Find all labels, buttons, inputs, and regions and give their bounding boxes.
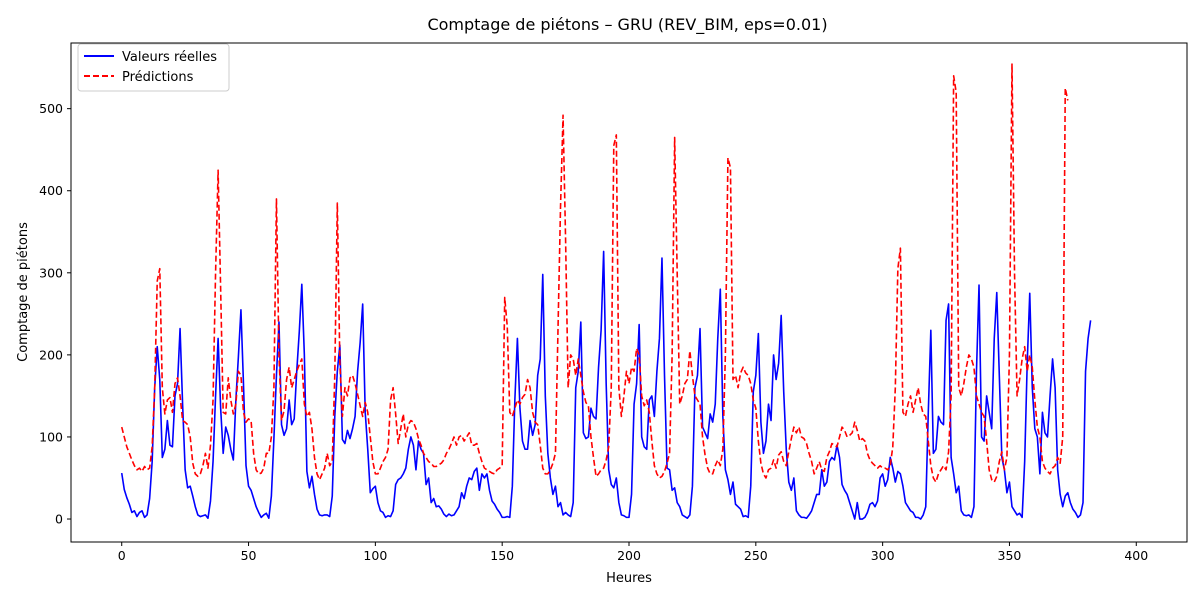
x-tick-label: 400	[1124, 548, 1148, 563]
y-axis-ticks: 0 100 200 300 400 500	[39, 101, 71, 527]
x-tick-label: 200	[617, 548, 641, 563]
x-tick-label: 0	[118, 548, 126, 563]
x-tick-label: 250	[744, 548, 768, 563]
chart-title: Comptage de piétons – GRU (REV_BIM, eps=…	[427, 15, 827, 35]
x-axis-label: Heures	[606, 571, 652, 586]
x-tick-label: 50	[241, 548, 257, 563]
x-tick-label: 300	[871, 548, 895, 563]
y-axis-label: Comptage de piétons	[16, 222, 31, 362]
y-tick-label: 200	[39, 347, 63, 362]
legend-label-predictions: Prédictions	[122, 70, 194, 85]
y-tick-label: 300	[39, 265, 63, 280]
x-axis-ticks: 0 50 100 150 200 250 300 350 400	[118, 542, 1148, 563]
x-tick-label: 150	[490, 548, 514, 563]
series-line-predictions	[120, 62, 1069, 483]
x-tick-label: 100	[363, 548, 387, 563]
legend: Valeurs réelles Prédictions	[77, 43, 230, 92]
series-line-valeurs-reelles	[120, 250, 1092, 520]
legend-box	[77, 43, 230, 92]
series-group	[120, 62, 1092, 520]
legend-label-valeurs-reelles: Valeurs réelles	[122, 50, 217, 65]
x-tick-label: 350	[998, 548, 1022, 563]
y-tick-label: 0	[55, 512, 63, 527]
y-tick-label: 400	[39, 183, 63, 198]
y-tick-label: 500	[39, 101, 63, 116]
y-tick-label: 100	[39, 429, 63, 444]
